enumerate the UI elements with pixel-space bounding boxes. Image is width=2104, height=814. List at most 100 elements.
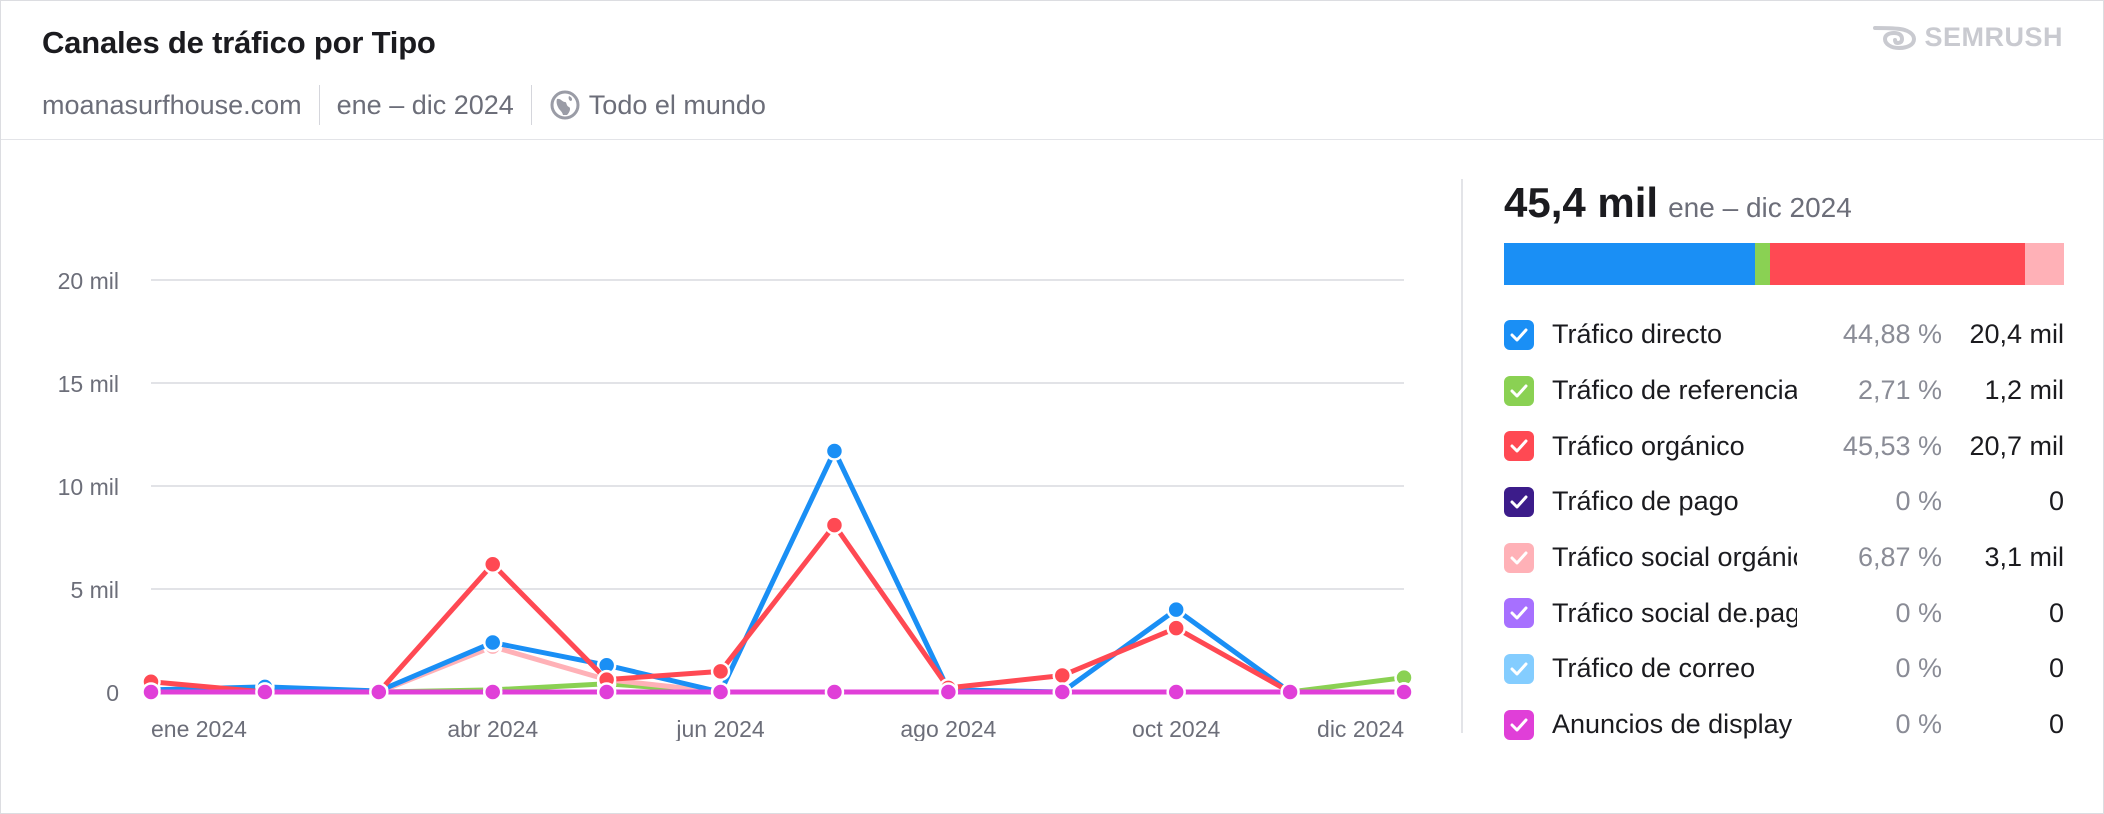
share-segment[interactable] <box>1755 243 1771 285</box>
x-tick-label: oct 2024 <box>1132 716 1220 741</box>
region-label[interactable]: Todo el mundo <box>588 89 766 120</box>
meta-divider <box>318 85 320 125</box>
legend-percent: 0 % <box>1895 709 1942 740</box>
x-tick-label: abr 2024 <box>447 716 538 741</box>
data-point[interactable] <box>482 554 503 575</box>
card-header: Canales de tráfico por Tipo moanasurfhou… <box>1 1 2103 140</box>
traffic-line-chart: 0 5 mil 10 mil 15 mil 20 mil ene 2024 abr 202… <box>58 268 1414 741</box>
total-visits: 45,4 mil <box>1504 179 1659 226</box>
legend-value: 20,4 mil <box>1969 319 2064 350</box>
legend-percent: 44,88 % <box>1842 319 1942 350</box>
legend-label: Tráfico social orgánico <box>1552 542 1797 573</box>
legend-row[interactable]: Tráfico de pago 0 % 0 <box>1504 474 2064 530</box>
data-point[interactable] <box>1280 682 1300 702</box>
legend-label: Tráfico directo <box>1552 319 1723 350</box>
share-segment[interactable] <box>1504 243 1756 285</box>
share-segment[interactable] <box>2025 243 2064 285</box>
checkbox-checked-icon[interactable] <box>1504 431 1534 462</box>
data-point[interactable] <box>824 515 845 535</box>
legend-percent: 2,71 % <box>1857 375 1942 406</box>
checkbox-checked-icon[interactable] <box>1504 319 1534 350</box>
data-point[interactable] <box>824 441 845 461</box>
checkbox-checked-icon[interactable] <box>1504 653 1534 684</box>
legend-label: Tráfico de pago <box>1552 486 1739 517</box>
legend-value: 20,7 mil <box>1969 430 2064 461</box>
legend-label: Tráfico de correo <box>1552 653 1756 684</box>
legend-percent: 0 % <box>1895 597 1942 628</box>
data-point[interactable] <box>1166 618 1186 638</box>
card-title: Canales de tráfico por Tipo <box>42 25 436 60</box>
x-tick-label: ene 2024 <box>151 716 247 741</box>
card-meta: moanasurfhouse.com ene – dic 2024 Todo e… <box>42 85 766 125</box>
y-tick-label: 0 <box>106 680 119 706</box>
series-tr-fico-org-nico <box>141 515 1414 702</box>
data-point[interactable] <box>482 632 503 653</box>
series-line <box>148 644 1407 695</box>
checkbox-checked-icon[interactable] <box>1504 709 1534 740</box>
chart-grid <box>151 279 1404 693</box>
data-point[interactable] <box>710 661 731 682</box>
legend-label: Tráfico de referencia <box>1552 375 1797 406</box>
series-anuncios-de-display <box>141 682 1414 702</box>
checkbox-checked-icon[interactable] <box>1504 486 1534 517</box>
series-tr-fico-de-referencia <box>141 667 1414 702</box>
legend-percent: 0 % <box>1895 653 1942 684</box>
checkbox-checked-icon[interactable] <box>1504 542 1534 573</box>
data-point[interactable] <box>255 682 275 702</box>
legend-row[interactable]: Tráfico social orgánico 6,87 % 3,1 mil <box>1504 530 2064 586</box>
checkbox-checked-icon[interactable] <box>1504 375 1534 406</box>
series-line <box>148 448 1407 695</box>
legend-value: 0 <box>2048 709 2064 740</box>
legend-row[interactable]: Anuncios de display 0 % 0 <box>1504 697 2064 753</box>
legend-row[interactable]: Tráfico de referencia 2,71 % 1,2 mil <box>1504 363 2064 419</box>
period-label[interactable]: ene – dic 2024 <box>336 89 514 120</box>
x-tick-label: jun 2024 <box>675 716 764 741</box>
total-summary: 45,4 mil ene – dic 2024 <box>1504 179 2064 229</box>
legend-row[interactable]: Tráfico de correo 0 % 0 <box>1504 641 2064 697</box>
domain-label[interactable]: moanasurfhouse.com <box>42 89 302 120</box>
data-point[interactable] <box>1166 682 1186 702</box>
channel-legend: Tráfico directo 44,88 % 20,4 mil Tráfico de… <box>1504 307 2064 753</box>
legend-row[interactable]: Tráfico directo 44,88 % 20,4 mil <box>1504 307 2064 363</box>
data-point[interactable] <box>1394 682 1414 702</box>
series-line <box>148 522 1407 695</box>
legend-row[interactable]: Tráfico social de.pago 0 % 0 <box>1504 585 2064 641</box>
x-tick-label: dic 2024 <box>1317 716 1404 741</box>
y-tick-label: 20 mil <box>58 268 119 294</box>
brand-name: SEMRUSH <box>1924 21 2063 52</box>
panel-divider <box>1461 179 1463 733</box>
semrush-logo: SEMRUSH <box>1872 19 2063 55</box>
legend-percent: 6,87 % <box>1857 542 1942 573</box>
data-point[interactable] <box>369 682 389 702</box>
legend-row[interactable]: Tráfico orgánico 45,53 % 20,7 mil <box>1504 418 2064 474</box>
data-point[interactable] <box>824 682 845 702</box>
total-period: ene – dic 2024 <box>1668 192 1852 223</box>
data-point[interactable] <box>141 682 161 702</box>
legend-value: 0 <box>2048 597 2064 628</box>
data-point[interactable] <box>1052 665 1073 686</box>
meta-divider <box>530 85 532 125</box>
data-point[interactable] <box>482 682 503 702</box>
y-axis-labels: 0 5 mil 10 mil 15 mil 20 mil <box>58 268 119 706</box>
share-segment[interactable] <box>1770 243 2026 285</box>
share-stacked-bar <box>1504 243 2064 285</box>
legend-value: 0 <box>2048 486 2064 517</box>
legend-value: 0 <box>2048 653 2064 684</box>
y-tick-label: 5 mil <box>70 577 119 603</box>
data-point[interactable] <box>938 682 959 702</box>
checkbox-checked-icon[interactable] <box>1504 598 1534 629</box>
data-point[interactable] <box>710 682 731 702</box>
data-point[interactable] <box>596 682 617 702</box>
legend-percent: 0 % <box>1895 486 1942 517</box>
legend-label: Anuncios de display <box>1552 709 1793 740</box>
legend-label: Tráfico orgánico <box>1552 430 1745 461</box>
y-tick-label: 10 mil <box>58 474 119 500</box>
legend-value: 3,1 mil <box>1984 542 2064 573</box>
data-point[interactable] <box>1052 682 1073 702</box>
semrush-logo-icon <box>1873 26 1917 51</box>
legend-label: Tráfico social de.pago <box>1552 597 1797 628</box>
data-point[interactable] <box>1166 599 1186 620</box>
y-tick-label: 15 mil <box>58 371 119 397</box>
summary-panel: 45,4 mil ene – dic 2024 Tráfico directo 4… <box>1504 179 2064 753</box>
